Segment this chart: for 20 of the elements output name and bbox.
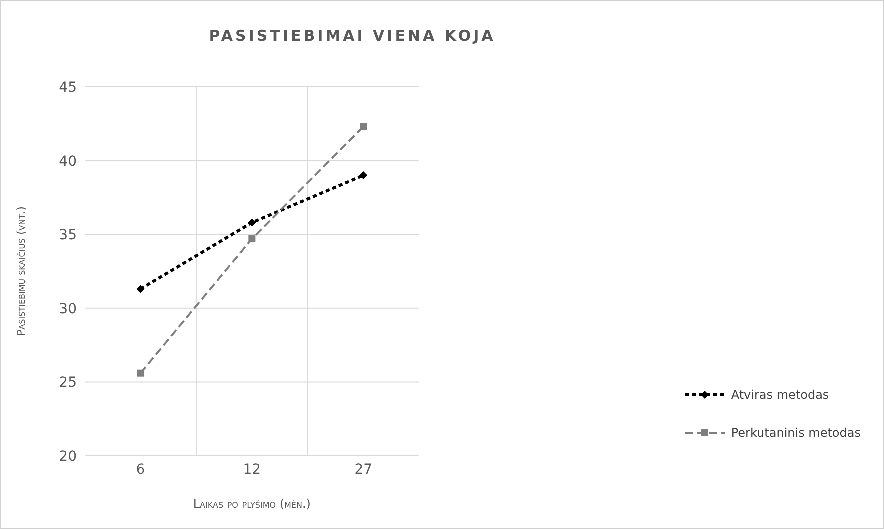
point [137, 370, 144, 377]
y-tick-label: 25 [59, 375, 77, 392]
point [360, 123, 368, 130]
y-axis-title: Pasistiebimų skaičius (vnt.) [14, 206, 28, 336]
y-tick-label: 40 [59, 154, 77, 170]
chart-title: PASISTIEBIMAI VIENA KOJA [208, 27, 497, 45]
point [136, 285, 145, 294]
y-tick-label: 30 [59, 301, 77, 318]
legend-label: Atviras metodas [731, 387, 830, 404]
x-tick-label: 27 [354, 462, 373, 478]
x-axis-title: Laikas po plyšimo (mėn.) [193, 497, 311, 511]
y-tick-label: 20 [59, 448, 77, 465]
y-tick-label: 35 [59, 228, 77, 244]
point [248, 236, 256, 243]
point [360, 172, 368, 180]
point [248, 218, 256, 227]
legend-label: Perkutaninis metodas [731, 425, 861, 442]
x-tick-label: 6 [136, 462, 146, 478]
x-tick-label: 12 [243, 462, 262, 478]
y-tick-label: 45 [59, 80, 77, 96]
